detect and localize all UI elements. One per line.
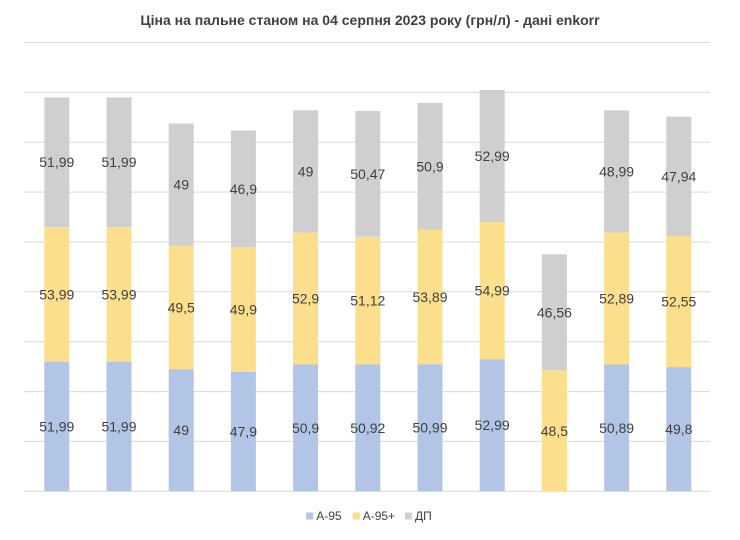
svg-text:52,89: 52,89 — [599, 291, 634, 307]
svg-text:А-95: А-95 — [316, 509, 342, 523]
svg-text:49: 49 — [173, 177, 189, 193]
svg-text:54,99: 54,99 — [475, 283, 510, 299]
svg-text:48,5: 48,5 — [541, 423, 568, 439]
svg-text:50,89: 50,89 — [599, 420, 634, 436]
svg-text:53,89: 53,89 — [412, 289, 447, 305]
svg-text:50,92: 50,92 — [350, 420, 385, 436]
svg-text:52,99: 52,99 — [475, 417, 510, 433]
svg-text:52,99: 52,99 — [475, 148, 510, 164]
svg-text:46,9: 46,9 — [230, 181, 257, 197]
svg-text:51,99: 51,99 — [101, 419, 136, 435]
svg-text:49,9: 49,9 — [230, 302, 257, 318]
svg-text:53,99: 53,99 — [101, 286, 136, 302]
svg-text:47,9: 47,9 — [230, 424, 257, 440]
svg-text:52,9: 52,9 — [292, 290, 319, 306]
svg-text:51,99: 51,99 — [39, 419, 74, 435]
svg-text:51,99: 51,99 — [39, 154, 74, 170]
svg-text:51,12: 51,12 — [350, 293, 385, 309]
svg-text:48,99: 48,99 — [599, 164, 634, 180]
svg-text:50,99: 50,99 — [412, 420, 447, 436]
svg-text:50,9: 50,9 — [416, 158, 443, 174]
svg-text:53,99: 53,99 — [39, 286, 74, 302]
svg-text:49,8: 49,8 — [665, 421, 692, 437]
svg-text:50,47: 50,47 — [350, 166, 385, 182]
svg-text:Ціна на пальне станом на 04 се: Ціна на пальне станом на 04 серпня 2023 … — [140, 12, 600, 28]
svg-text:47,94: 47,94 — [661, 168, 696, 184]
svg-text:49: 49 — [298, 163, 314, 179]
svg-text:46,56: 46,56 — [537, 304, 572, 320]
svg-text:А-95+: А-95+ — [363, 509, 395, 523]
svg-text:50,9: 50,9 — [292, 420, 319, 436]
svg-text:49,5: 49,5 — [168, 299, 195, 315]
svg-text:49: 49 — [173, 422, 189, 438]
svg-text:52,55: 52,55 — [661, 294, 696, 310]
svg-text:ДП: ДП — [415, 509, 432, 523]
svg-text:51,99: 51,99 — [101, 154, 136, 170]
